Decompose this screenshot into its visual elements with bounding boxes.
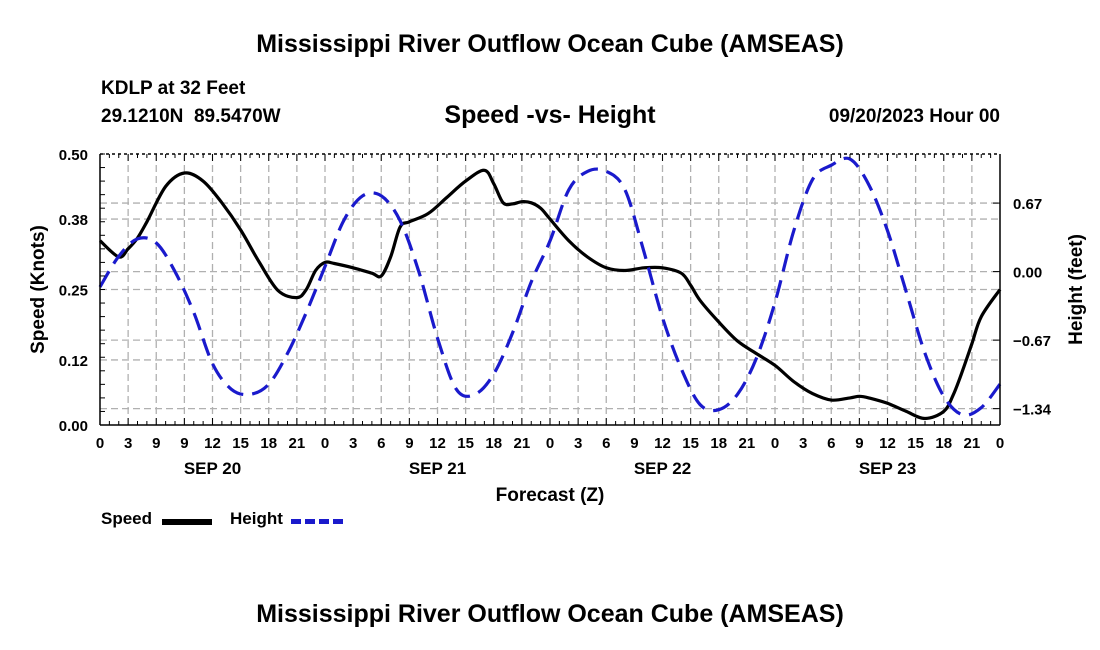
y-tick-label: 0.50 bbox=[59, 147, 88, 164]
y-tick-label: 0.00 bbox=[59, 418, 88, 435]
x-tick-label: 12 bbox=[879, 435, 896, 452]
x-tick-label: 0 bbox=[321, 435, 329, 452]
x-date-label: SEP 22 bbox=[634, 459, 691, 478]
x-tick-label: 0 bbox=[771, 435, 779, 452]
x-tick-label: 9 bbox=[855, 435, 863, 452]
y-tick-label: 0.12 bbox=[59, 353, 88, 370]
x-tick-label: 6 bbox=[377, 435, 385, 452]
axis-labels: 0 3 9 9 12 15 18 21 0 3 6 9 12 15 18 21 0 3 6 9 12 15 18 21 0 3 6 9… bbox=[28, 147, 1087, 506]
x-tick-label: 18 bbox=[710, 435, 727, 452]
x-tick-label: 18 bbox=[260, 435, 277, 452]
x-tick-label: 15 bbox=[457, 435, 474, 452]
x-tick-label: 18 bbox=[935, 435, 952, 452]
legend-speed-label: Speed bbox=[101, 509, 152, 529]
x-tick-label: 3 bbox=[124, 435, 132, 452]
x-tick-label: 3 bbox=[349, 435, 357, 452]
x-tick-label: 12 bbox=[429, 435, 446, 452]
y2-tick-label: 0.00 bbox=[1013, 265, 1042, 282]
x-tick-label: 12 bbox=[654, 435, 671, 452]
x-tick-label: 21 bbox=[514, 435, 531, 452]
x-tick-label: 3 bbox=[799, 435, 807, 452]
x-tick-label: 15 bbox=[907, 435, 924, 452]
x-tick-label: 6 bbox=[827, 435, 835, 452]
x-tick-label: 21 bbox=[739, 435, 756, 452]
y2-tick-label: −1.34 bbox=[1013, 402, 1052, 419]
x-tick-label: 0 bbox=[96, 435, 104, 452]
speed-series-line bbox=[100, 170, 1000, 418]
legend-height-swatch bbox=[291, 519, 343, 524]
x-tick-label: 3 bbox=[574, 435, 582, 452]
chart-title-bottom: Mississippi River Outflow Ocean Cube (AM… bbox=[0, 600, 1100, 629]
x-tick-label: 9 bbox=[180, 435, 188, 452]
x-tick-label: 15 bbox=[682, 435, 699, 452]
x-date-label: SEP 20 bbox=[184, 459, 241, 478]
y2-axis-title: Height (feet) bbox=[1066, 234, 1087, 345]
x-date-label: SEP 21 bbox=[409, 459, 466, 478]
x-date-label: SEP 23 bbox=[859, 459, 916, 478]
x-tick-label: 9 bbox=[152, 435, 160, 452]
x-tick-label: 0 bbox=[546, 435, 554, 452]
y2-tick-label: 0.67 bbox=[1013, 196, 1042, 213]
x-tick-label: 0 bbox=[996, 435, 1004, 452]
x-tick-label: 9 bbox=[405, 435, 413, 452]
x-tick-label: 21 bbox=[964, 435, 981, 452]
legend-speed-swatch bbox=[162, 519, 212, 525]
speed-height-chart: 0 3 9 9 12 15 18 21 0 3 6 9 12 15 18 21 0 3 6 9 12 15 18 21 0 3 6 9… bbox=[0, 0, 1100, 650]
y2-tick-label: −0.67 bbox=[1013, 333, 1051, 350]
legend-height-label: Height bbox=[230, 509, 283, 529]
y-tick-label: 0.25 bbox=[59, 283, 88, 300]
x-tick-label: 21 bbox=[289, 435, 306, 452]
y-axis-title: Speed (Knots) bbox=[28, 225, 49, 354]
grid-lines bbox=[100, 154, 1000, 425]
x-axis-title: Forecast (Z) bbox=[496, 485, 605, 506]
x-tick-label: 15 bbox=[232, 435, 249, 452]
x-tick-label: 6 bbox=[602, 435, 610, 452]
x-tick-label: 18 bbox=[485, 435, 502, 452]
x-tick-label: 9 bbox=[630, 435, 638, 452]
x-tick-label: 12 bbox=[204, 435, 221, 452]
y-tick-label: 0.38 bbox=[59, 212, 88, 229]
